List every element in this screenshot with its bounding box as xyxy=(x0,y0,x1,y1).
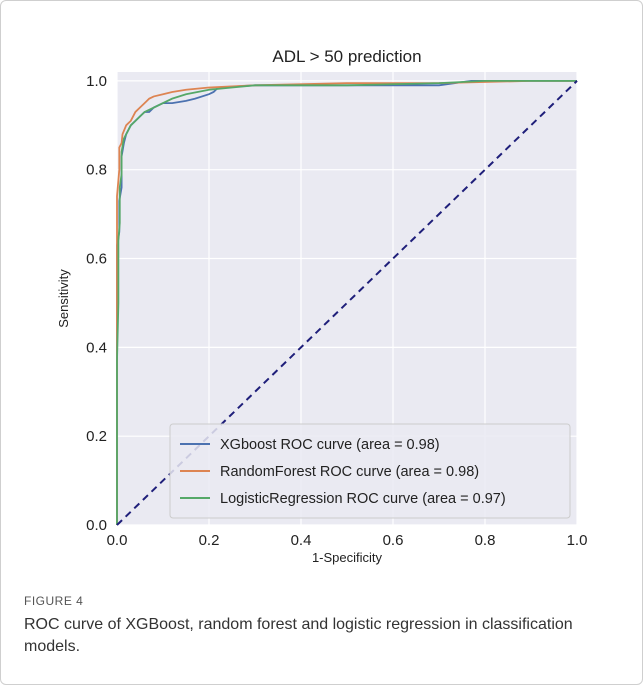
y-tick-label: 0.0 xyxy=(86,517,107,534)
x-axis-label: 1-Specificity xyxy=(312,550,383,565)
legend-box xyxy=(169,423,571,519)
y-tick-label: 0.6 xyxy=(86,251,107,268)
legend: XGboost ROC curve (area = 0.98) RandomFor… xyxy=(169,423,571,519)
roc-curves xyxy=(116,79,578,526)
y-tick-label: 0.4 xyxy=(86,339,107,356)
y-tick-labels: 0.0 0.2 0.4 0.6 0.8 1.0 xyxy=(86,73,107,534)
y-tick-label: 0.8 xyxy=(86,162,107,179)
chance-line xyxy=(116,80,578,526)
x-tick-labels: 0.0 0.2 0.4 0.6 0.8 1.0 xyxy=(107,532,588,549)
x-tick-label: 0.2 xyxy=(199,532,220,549)
chart-title: ADL > 50 prediction xyxy=(272,47,421,66)
x-tick-label: 0.0 xyxy=(107,532,128,549)
legend-label-1: RandomForest ROC curve (area = 0.98) xyxy=(220,464,479,480)
y-tick-label: 1.0 xyxy=(86,73,107,90)
x-tick-label: 1.0 xyxy=(567,532,588,549)
legend-label-2: LogisticRegression ROC curve (area = 0.9… xyxy=(220,491,506,507)
figure-caption-text: ROC curve of XGBoost, random forest and … xyxy=(24,616,573,655)
figure-caption: FIGURE 4 ROC curve of XGBoost, random fo… xyxy=(24,594,624,658)
series-line-1 xyxy=(116,79,577,525)
figure-label: FIGURE 4 xyxy=(24,594,84,608)
y-axis-label: Sensitivity xyxy=(56,269,71,328)
roc-chart: 0.0 0.2 0.4 0.6 0.8 1.0 0.0 0.2 0.4 0.6 0.8 1.0 AD… xyxy=(56,47,588,565)
x-tick-label: 0.6 xyxy=(383,532,404,549)
legend-label-0: XGboost ROC curve (area = 0.98) xyxy=(220,437,440,453)
y-tick-label: 0.2 xyxy=(86,428,107,445)
x-tick-label: 0.8 xyxy=(475,532,496,549)
series-line-2 xyxy=(116,79,577,525)
x-tick-label: 0.4 xyxy=(291,532,312,549)
